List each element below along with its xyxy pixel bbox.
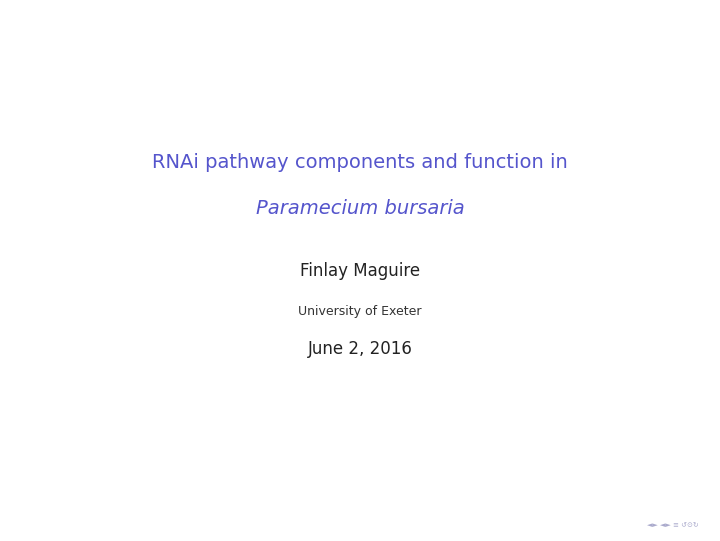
Text: ◄► ◄► ≡ ↺⊙↻: ◄► ◄► ≡ ↺⊙↻ (647, 522, 698, 528)
Text: June 2, 2016: June 2, 2016 (307, 340, 413, 358)
Text: RNAi pathway components and function in: RNAi pathway components and function in (152, 153, 568, 172)
Text: Paramecium bursaria: Paramecium bursaria (256, 199, 464, 218)
Text: Finlay Maguire: Finlay Maguire (300, 261, 420, 280)
Text: University of Exeter: University of Exeter (298, 305, 422, 318)
